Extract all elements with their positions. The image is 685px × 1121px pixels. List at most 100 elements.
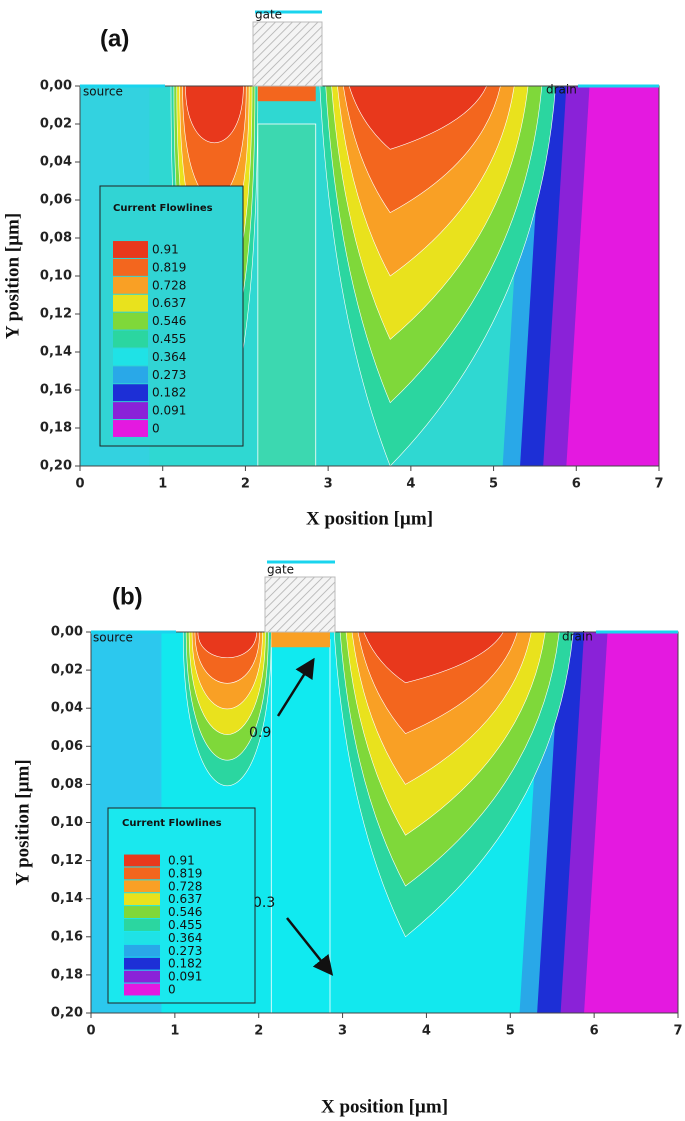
x-tick-label: 2 [241,477,250,492]
y-tick-label: 0,16 [51,929,83,944]
legend-swatch [124,906,160,919]
x-tick-label: 6 [572,477,581,492]
x-axis-title: X position [µm] [321,1096,448,1117]
legend-swatch [113,312,148,330]
legend-label: 0.273 [152,368,186,382]
legend-swatch [124,919,160,931]
legend-label: 0.637 [152,296,186,310]
annotation: gate [267,563,294,577]
legend-title: Current Flowlines [122,818,222,829]
field-level [197,632,257,658]
legend-label: 0.364 [168,931,202,945]
gate-electrode [264,576,336,633]
legend-swatch [124,957,160,970]
gate-top [257,86,316,102]
x-tick-label: 7 [673,1024,682,1039]
legend-label: 0.728 [168,879,202,893]
legend-swatch [113,420,148,437]
y-tick-label: 0,12 [51,853,83,868]
legend-label: 0.091 [152,404,186,418]
legend-label: 0.455 [152,332,186,346]
annotation: gate [255,8,282,22]
y-tick-label: 0,08 [51,777,83,792]
y-tick-label: 0,20 [40,459,72,474]
y-tick-label: 0,08 [40,231,72,246]
legend-swatch [113,402,148,420]
legend-swatch [124,867,160,880]
y-tick-label: 0,04 [51,701,83,716]
legend-label: 0.91 [152,243,179,257]
legend-label: 0.364 [152,350,186,364]
legend-swatch [124,893,160,906]
y-tick-label: 0,00 [40,79,72,94]
legend-label: 0.819 [152,260,186,274]
y-tick-label: 0,04 [40,155,72,170]
y-tick-label: 0,06 [40,193,72,208]
legend-swatch [124,931,160,944]
field-band [584,632,678,1013]
gate-region [257,123,317,466]
y-tick-label: 0,20 [51,1006,83,1021]
y-tick-label: 0,14 [40,345,72,360]
x-axis-title: X position [µm] [306,508,433,529]
field-level [185,86,244,143]
legend-label: 0.546 [152,314,186,328]
legend-swatch [113,276,148,294]
x-tick-label: 3 [324,477,333,492]
x-tick-label: 3 [338,1024,347,1039]
legend-box [107,807,256,1004]
x-tick-label: 4 [422,1024,431,1039]
legend-swatch [124,944,160,957]
legend-label: 0 [152,422,160,436]
x-tick-label: 2 [254,1024,263,1039]
arrow [286,917,334,976]
legend-swatch [124,970,160,983]
legend-title: Current Flowlines [113,203,213,214]
legend-swatch [113,366,148,384]
y-tick-label: 0,16 [40,383,72,398]
legend-label: 0 [168,983,176,997]
legend-swatch [113,241,148,258]
x-tick-label: 4 [406,477,415,492]
legend-label: 0.273 [168,944,202,958]
legend-swatch [113,258,148,276]
x-tick-label: 0 [75,477,84,492]
legend-label: 0.091 [168,970,202,984]
y-tick-label: 0,06 [51,739,83,754]
x-tick-label: 6 [590,1024,599,1039]
y-tick-label: 0,10 [51,815,83,830]
panel-label: (a) [100,25,129,52]
gate-top [271,632,330,648]
annotation: source [93,631,133,645]
legend-swatch [124,854,160,867]
legend-label: 0.91 [168,854,195,868]
y-tick-label: 0,18 [51,967,83,982]
y-axis-title: Y position [µm] [12,759,33,885]
legend-label: 0.182 [168,957,202,971]
legend-label: 0.728 [152,278,186,292]
y-tick-label: 0,02 [40,117,72,132]
annotation: 0.3 [253,895,275,911]
contour-field [80,86,659,466]
legend-label: 0.455 [168,918,202,932]
legend-swatch [124,983,160,996]
annotation: 0.9 [249,725,271,741]
field-level [348,86,488,150]
legend-swatch [113,294,148,312]
legend-label: 0.637 [168,892,202,906]
y-tick-label: 0,12 [40,307,72,322]
x-tick-label: 1 [158,477,167,492]
annotation: drain [546,83,577,97]
annotation: drain [562,630,593,644]
x-tick-label: 7 [654,477,663,492]
legend-label: 0.182 [152,386,186,400]
legend-label: 0.819 [168,866,202,880]
legend-swatch [124,880,160,893]
legend-swatch [113,384,148,402]
legend-swatch [113,330,148,348]
y-tick-label: 0,14 [51,891,83,906]
y-tick-label: 0,02 [51,663,83,678]
field-level [363,632,504,684]
legend-swatch [113,348,148,366]
